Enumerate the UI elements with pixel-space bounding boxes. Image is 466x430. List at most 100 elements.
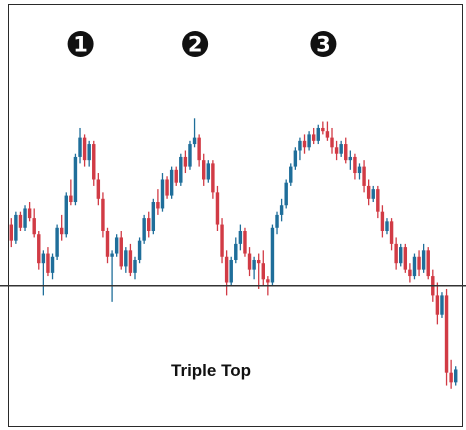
candle-body [399, 247, 403, 264]
candle [165, 176, 169, 199]
candle [376, 185, 380, 219]
candle [128, 243, 133, 277]
candle-body [37, 234, 41, 264]
candle [147, 211, 151, 238]
candle [334, 140, 339, 161]
candle [279, 198, 284, 222]
candle [55, 224, 59, 260]
candle-body [124, 250, 128, 267]
candle [275, 211, 279, 235]
candle-body [105, 231, 110, 257]
candle-body [133, 259, 137, 273]
candle [151, 198, 156, 235]
candle [421, 243, 426, 273]
candle-body [394, 243, 398, 264]
candle [298, 137, 302, 161]
candle [417, 250, 421, 277]
candle [78, 127, 82, 164]
candle [234, 237, 238, 264]
candle-body [293, 150, 298, 167]
candle-body [87, 144, 91, 161]
candle [105, 227, 110, 264]
candle-body [389, 221, 394, 244]
candle-body [82, 137, 87, 161]
candle-body [23, 208, 27, 228]
candle-body [444, 295, 449, 373]
candle-body [412, 256, 417, 277]
candle [440, 292, 444, 318]
candle [453, 366, 458, 386]
candle-body [169, 169, 174, 196]
candle [114, 234, 119, 257]
candle [394, 237, 398, 270]
candle-body [385, 221, 389, 231]
candle [119, 231, 123, 270]
candle-body [321, 127, 325, 132]
candle [27, 202, 32, 222]
candle [330, 127, 334, 154]
candle [9, 218, 14, 248]
candle-body [147, 218, 151, 231]
candle-body [27, 208, 32, 219]
candle [293, 147, 298, 170]
candle-body [298, 140, 302, 151]
candle [284, 179, 288, 209]
peak-marker-2: 2 [182, 31, 209, 57]
candle-body [96, 179, 101, 199]
candle [385, 218, 389, 235]
candle [353, 153, 357, 180]
candle-body [197, 137, 201, 161]
candle-body [417, 256, 421, 270]
candle-body [174, 169, 178, 183]
candle-body [14, 214, 18, 241]
candle-body [101, 198, 105, 231]
candle-body [344, 144, 348, 161]
candle-body [371, 189, 375, 199]
candle [215, 185, 220, 231]
candle [289, 163, 293, 186]
candle-body [9, 224, 14, 241]
candle-body [307, 134, 311, 148]
candle-body [302, 140, 307, 148]
peak-marker-label: 1 [73, 33, 88, 57]
candle [169, 166, 174, 199]
candle-body [366, 185, 371, 199]
candle [59, 214, 64, 241]
pattern-caption: Triple Top [171, 361, 251, 380]
candle [82, 134, 87, 167]
candle [412, 253, 417, 280]
candle [339, 140, 343, 157]
candle-body [142, 218, 146, 241]
candle [399, 243, 403, 267]
candle-body [183, 156, 188, 167]
candle [426, 247, 430, 280]
candle [37, 231, 41, 270]
peak-markers: 1 2 3 [67, 31, 337, 57]
candle-body [160, 179, 165, 209]
candle-body [179, 156, 183, 183]
candle [325, 121, 330, 141]
candle [380, 205, 385, 238]
candle [348, 150, 353, 170]
candle-body [92, 144, 96, 180]
candle [261, 250, 265, 286]
candle-body [353, 156, 357, 174]
chart-frame [8, 4, 463, 427]
candle [188, 140, 192, 170]
candle-body [78, 137, 82, 157]
peak-marker-circle [182, 31, 209, 57]
candle [179, 153, 183, 186]
candle-series [9, 118, 458, 389]
candle [32, 208, 36, 238]
candle-body [275, 214, 279, 228]
candle-body [137, 240, 142, 260]
candle-body [316, 127, 320, 141]
candle-body [426, 250, 430, 277]
candle-body [128, 250, 133, 273]
candle-body [421, 250, 426, 270]
candle [197, 134, 201, 167]
candle [96, 173, 101, 206]
candle-body [69, 195, 73, 203]
candle-body [211, 163, 215, 193]
